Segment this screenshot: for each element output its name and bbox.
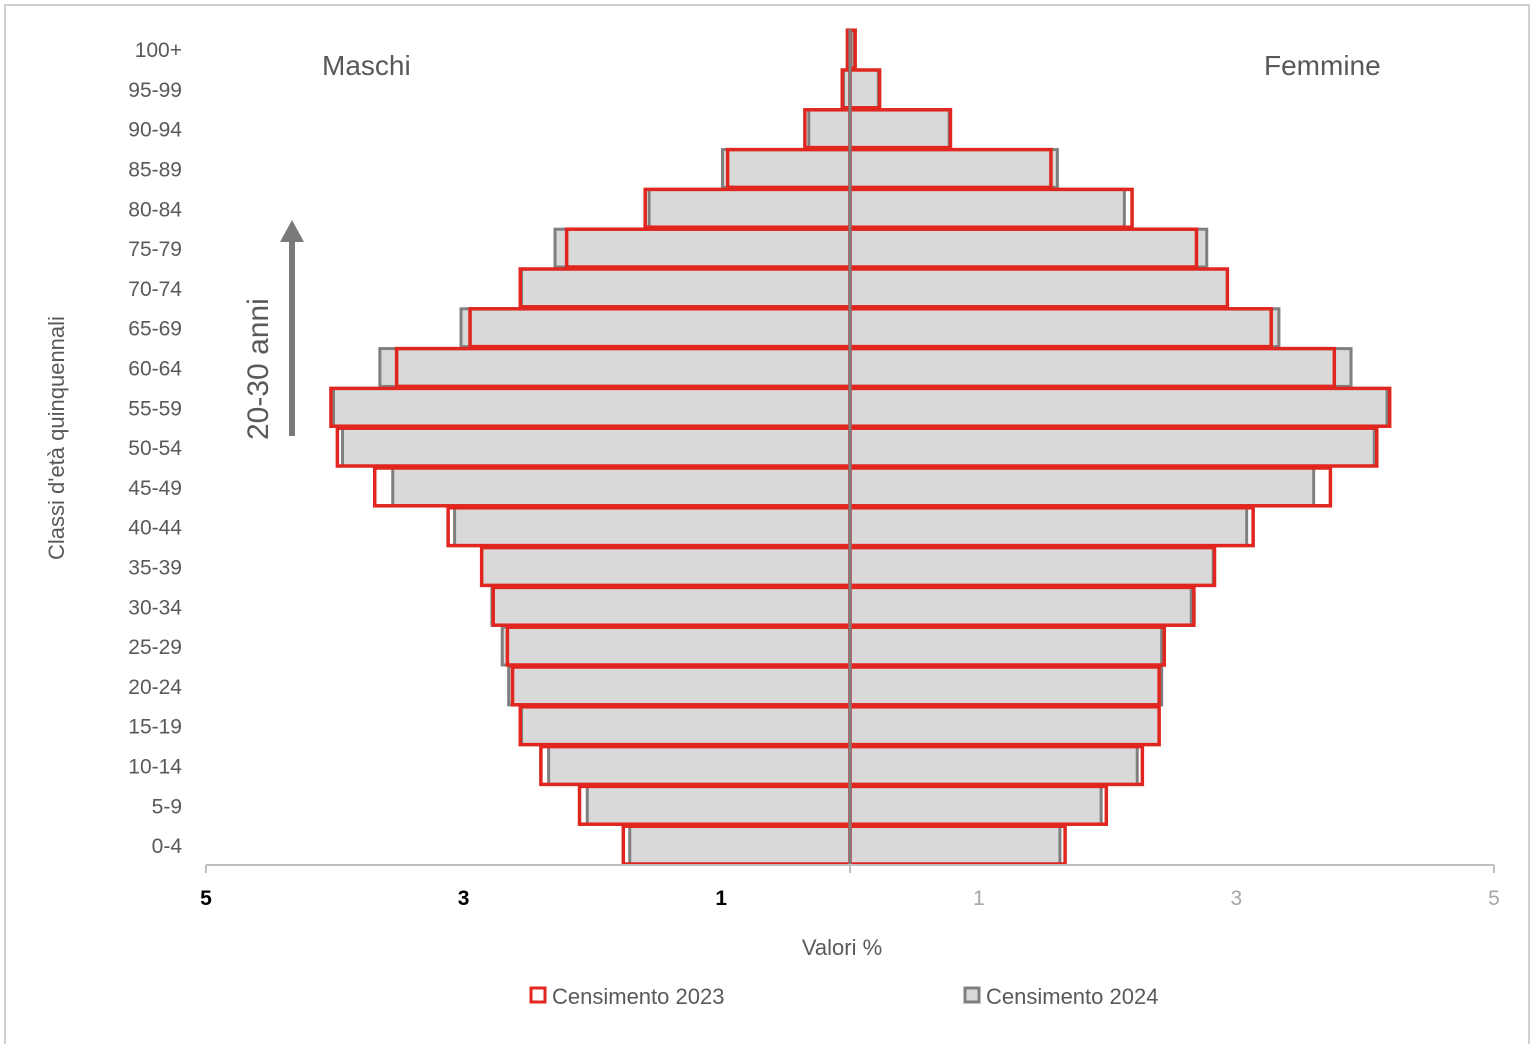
x-tick-right-3: 3 <box>1231 887 1243 910</box>
bar-2024-maschi-65-69 <box>459 307 852 349</box>
y-axis-title: Classi d'età quinquennali <box>44 316 69 560</box>
x-tick-left-5: 5 <box>200 887 212 910</box>
bar-2024-femmine-35-39 <box>848 546 1215 587</box>
bar-2024-maschi-80-84 <box>647 187 852 229</box>
legend-swatch-2023 <box>529 986 547 1004</box>
bar-2024-femmine-45-49 <box>848 466 1316 508</box>
y-tick-10-14: 10-14 <box>128 756 182 779</box>
y-tick-30-34: 30-34 <box>128 596 182 619</box>
bar-2024-maschi-85-89 <box>720 148 852 189</box>
bar-2024-maschi-75-79 <box>553 227 852 269</box>
bar-2024-femmine-90-94 <box>848 108 951 150</box>
bar-2024-maschi-0-4 <box>628 824 852 866</box>
y-tick-55-59: 55-59 <box>128 397 182 420</box>
legend: Censimento 2023 Censimento 2024 <box>529 984 1158 1009</box>
bar-2024-femmine-20-24 <box>848 665 1164 707</box>
maschi-label: Maschi <box>322 50 411 81</box>
x-tick-left-1: 1 <box>715 887 727 910</box>
y-tick-70-74: 70-74 <box>128 278 182 301</box>
bar-2024-maschi-50-54 <box>341 426 852 468</box>
annotation-20-30-anni: 20-30 anni <box>242 298 275 440</box>
bar-2024-maschi-60-64 <box>378 347 852 388</box>
y-tick-5-9: 5-9 <box>152 795 182 818</box>
series-2024-bars <box>332 28 1389 866</box>
y-tick-80-84: 80-84 <box>128 198 182 221</box>
legend-label-2024: Censimento 2024 <box>986 984 1158 1009</box>
y-tick-85-89: 85-89 <box>128 159 182 182</box>
bar-2024-maschi-25-29 <box>500 625 852 667</box>
x-tick-right-1: 1 <box>973 887 985 910</box>
bar-2024-femmine-70-74 <box>848 267 1229 309</box>
bar-2024-femmine-40-44 <box>848 506 1249 548</box>
bar-2024-maschi-20-24 <box>507 665 852 707</box>
bar-2024-maschi-30-34 <box>490 585 852 627</box>
bar-2024-maschi-5-9 <box>585 784 852 826</box>
bar-2024-femmine-15-19 <box>848 705 1161 747</box>
bar-2024-femmine-0-4 <box>848 824 1062 866</box>
bar-2024-maschi-35-39 <box>480 546 852 587</box>
bar-2024-femmine-5-9 <box>848 784 1103 826</box>
y-tick-75-79: 75-79 <box>128 238 182 261</box>
bar-2024-femmine-50-54 <box>848 426 1376 468</box>
bar-2024-femmine-95-99 <box>848 68 880 110</box>
bar-2024-maschi-45-49 <box>391 466 852 508</box>
bar-2024-femmine-55-59 <box>848 386 1389 428</box>
y-tick-35-39: 35-39 <box>128 557 182 580</box>
bar-2024-femmine-80-84 <box>848 187 1126 229</box>
legend-label-2023: Censimento 2023 <box>552 984 724 1009</box>
bar-2024-femmine-10-14 <box>848 745 1139 786</box>
y-tick-100+: 100+ <box>135 39 182 62</box>
bar-2024-femmine-65-69 <box>848 307 1281 349</box>
y-tick-45-49: 45-49 <box>128 477 182 500</box>
bar-2024-maschi-90-94 <box>807 108 852 150</box>
y-tick-0-4: 0-4 <box>152 835 183 858</box>
x-tick-left-3: 3 <box>458 887 470 910</box>
bar-2024-maschi-10-14 <box>547 745 852 786</box>
y-tick-labels: 0-4 5-9 10-14 15-19 20-24 25-29 30-34 35-39 40-4… <box>128 39 182 858</box>
bar-2024-femmine-60-64 <box>848 347 1353 388</box>
bar-2024-femmine-25-29 <box>848 625 1164 667</box>
x-axis-title: Valori % <box>802 935 882 960</box>
legend-swatch-2024 <box>963 986 981 1004</box>
y-tick-95-99: 95-99 <box>128 79 182 102</box>
age-arrow-annotation: 20-30 anni <box>242 220 304 440</box>
bar-2024-maschi-15-19 <box>520 705 852 747</box>
y-tick-60-64: 60-64 <box>128 358 182 381</box>
arrow-head-icon <box>280 220 304 242</box>
chart-frame <box>4 4 1530 1044</box>
y-tick-50-54: 50-54 <box>128 437 182 460</box>
bar-2024-maschi-70-74 <box>520 267 852 309</box>
bar-2024-femmine-30-34 <box>848 585 1193 627</box>
y-tick-65-69: 65-69 <box>128 318 182 341</box>
x-tick-right-5: 5 <box>1488 887 1500 910</box>
femmine-label: Femmine <box>1264 50 1381 81</box>
y-tick-15-19: 15-19 <box>128 716 182 739</box>
y-tick-40-44: 40-44 <box>128 517 182 540</box>
y-tick-25-29: 25-29 <box>128 636 182 659</box>
y-tick-90-94: 90-94 <box>128 119 182 142</box>
bar-2024-maschi-55-59 <box>332 386 852 428</box>
bar-2024-maschi-40-44 <box>453 506 852 548</box>
x-axis: 5 3 1 1 3 5 <box>200 864 1500 910</box>
bar-2024-femmine-75-79 <box>848 227 1209 269</box>
bar-2024-femmine-85-89 <box>848 148 1059 189</box>
y-tick-20-24: 20-24 <box>128 676 182 699</box>
